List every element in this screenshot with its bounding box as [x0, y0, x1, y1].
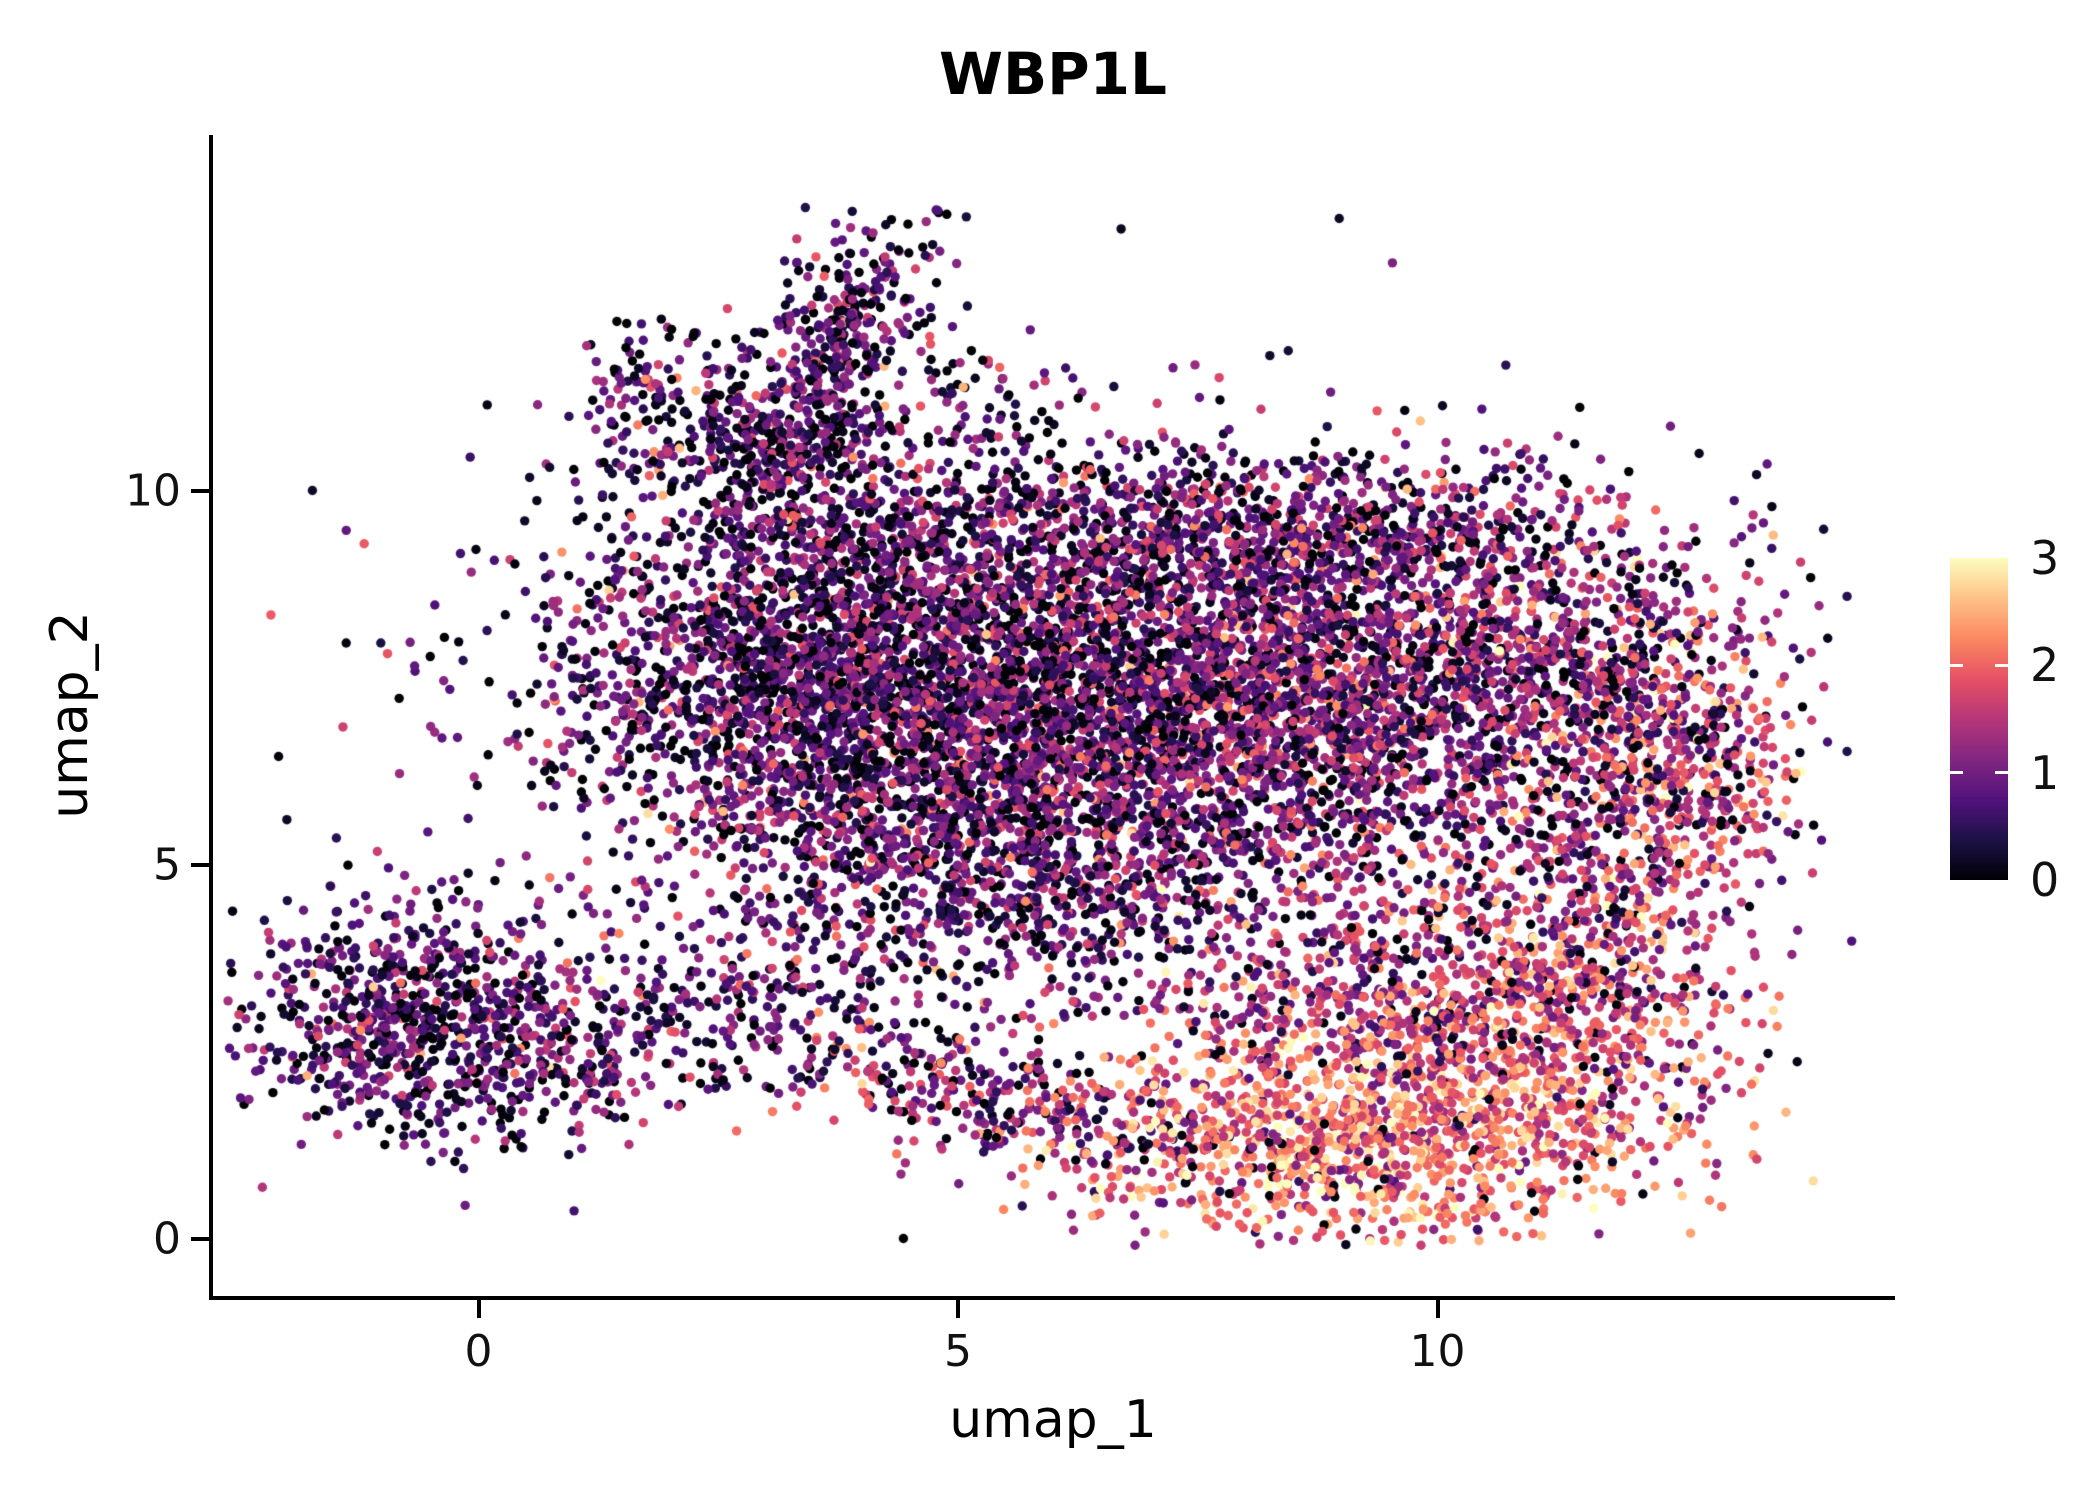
plot-title: WBP1L	[938, 40, 1167, 108]
x-axis-line	[209, 1296, 1895, 1300]
colorbar-break-label: 0	[2030, 853, 2060, 907]
x-tick-mark	[956, 1300, 961, 1318]
colorbar-break-label: 1	[2030, 745, 2060, 800]
y-axis-line	[209, 135, 213, 1300]
y-tick-label: 5	[153, 839, 181, 891]
x-tick-label: 10	[1409, 1326, 1466, 1377]
colorbar-tick-mark	[1995, 771, 2008, 775]
colorbar-tick-mark	[1995, 663, 2008, 667]
colorbar-tick-mark	[1950, 663, 1963, 667]
y-tick-mark	[191, 489, 209, 494]
x-tick-mark	[1435, 1300, 1440, 1318]
y-tick-label: 0	[153, 1213, 181, 1265]
x-tick-label: 5	[944, 1326, 973, 1377]
x-tick-label: 0	[464, 1326, 493, 1377]
x-tick-mark	[476, 1300, 481, 1318]
y-tick-mark	[191, 863, 209, 868]
colorbar-tick-mark	[1950, 771, 1963, 775]
colorbar-break-label: 3	[2030, 531, 2060, 585]
y-axis-title: umap_2	[40, 611, 100, 819]
x-axis-title: umap_1	[949, 1390, 1157, 1450]
colorbar-break-label: 2	[2030, 638, 2060, 693]
colorbar-gradient	[1950, 558, 2008, 880]
y-tick-label: 10	[125, 465, 181, 517]
y-tick-mark	[191, 1237, 209, 1242]
